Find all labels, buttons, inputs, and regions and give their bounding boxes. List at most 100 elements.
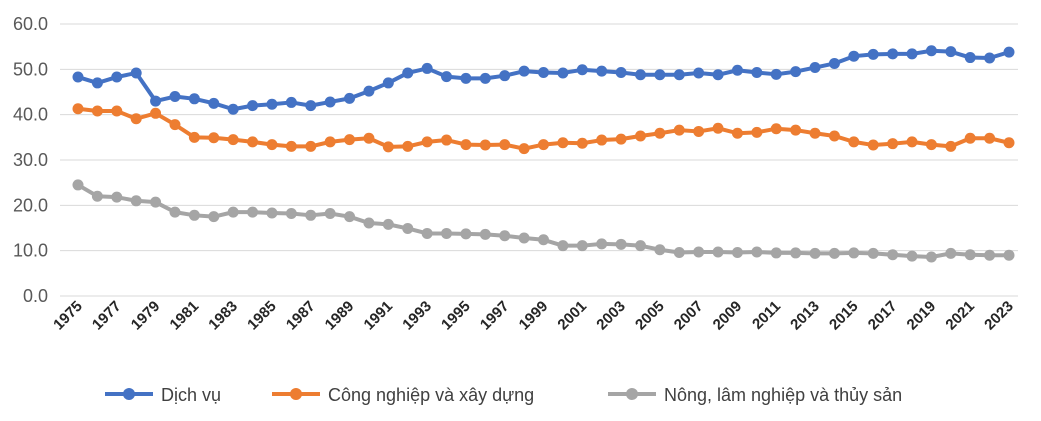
- data-point: [1003, 249, 1015, 261]
- data-point: [596, 134, 608, 146]
- data-point: [867, 247, 879, 259]
- data-point: [654, 244, 666, 256]
- data-point: [130, 195, 142, 207]
- data-point: [169, 206, 181, 218]
- data-point: [887, 138, 899, 150]
- data-point: [790, 124, 802, 136]
- x-tick-label: 1995: [438, 298, 474, 334]
- x-tick-label: 1999: [516, 298, 552, 334]
- data-point: [615, 133, 627, 145]
- data-point: [984, 52, 996, 64]
- x-tick-label: 1987: [283, 298, 319, 334]
- data-point: [285, 207, 297, 219]
- data-point: [130, 67, 142, 79]
- data-point: [867, 139, 879, 151]
- data-point: [1003, 137, 1015, 149]
- data-point: [887, 249, 899, 261]
- data-point: [925, 139, 937, 151]
- x-tick-label: 2003: [593, 298, 629, 334]
- x-tick-label: 2023: [981, 298, 1017, 334]
- data-point: [247, 206, 259, 218]
- data-point: [964, 249, 976, 261]
- data-point: [247, 100, 259, 112]
- data-point: [984, 249, 996, 261]
- data-point: [518, 65, 530, 77]
- data-point: [402, 140, 414, 152]
- data-point: [634, 240, 646, 252]
- x-tick-label: 1975: [50, 298, 86, 334]
- data-point: [925, 45, 937, 57]
- data-point: [266, 207, 278, 219]
- data-point: [363, 132, 375, 144]
- data-point: [615, 238, 627, 250]
- data-point: [460, 139, 472, 151]
- legend-item: Công nghiệp và xây dựng: [272, 385, 534, 405]
- data-point: [305, 209, 317, 221]
- x-tick-label: 2007: [671, 298, 707, 334]
- data-point: [382, 77, 394, 89]
- data-point: [518, 143, 530, 155]
- data-point: [344, 211, 356, 223]
- y-tick-label: 0.0: [23, 286, 48, 306]
- data-point: [596, 65, 608, 77]
- data-point: [479, 72, 491, 84]
- data-point: [906, 136, 918, 148]
- data-point: [441, 227, 453, 239]
- x-tick-label: 1997: [477, 298, 513, 334]
- data-point: [518, 232, 530, 244]
- y-tick-label: 50.0: [13, 59, 48, 79]
- data-point: [266, 139, 278, 151]
- data-point: [324, 207, 336, 219]
- data-point: [91, 190, 103, 202]
- data-point: [169, 119, 181, 131]
- series-line: [76, 182, 1011, 260]
- data-point: [72, 179, 84, 191]
- data-point: [634, 130, 646, 142]
- data-point: [150, 107, 162, 119]
- data-point: [751, 126, 763, 138]
- data-point: [285, 96, 297, 108]
- data-point: [712, 122, 724, 134]
- data-point: [576, 137, 588, 149]
- x-tick-label: 2015: [826, 298, 862, 334]
- x-tick-label: 1993: [399, 298, 435, 334]
- data-point: [363, 85, 375, 97]
- data-point: [945, 140, 957, 152]
- data-point: [208, 97, 220, 109]
- data-point: [402, 67, 414, 79]
- y-tick-label: 60.0: [13, 14, 48, 34]
- data-point: [382, 218, 394, 230]
- series-1: [72, 45, 1015, 115]
- data-point: [150, 95, 162, 107]
- data-point: [673, 124, 685, 136]
- data-point: [828, 247, 840, 259]
- data-point: [91, 105, 103, 117]
- data-point: [344, 92, 356, 104]
- data-point: [770, 123, 782, 135]
- data-point: [227, 134, 239, 146]
- data-point: [130, 113, 142, 125]
- data-point: [848, 136, 860, 148]
- x-axis-tick-labels: 1975 1977 1979 1981 1983 1985 1987 1989 1991 1993…: [50, 298, 1017, 334]
- data-point: [499, 230, 511, 242]
- legend-label: Nông, lâm nghiệp và thủy sản: [664, 385, 902, 405]
- data-point: [402, 222, 414, 234]
- data-point: [72, 103, 84, 115]
- data-point: [227, 206, 239, 218]
- data-point: [809, 62, 821, 74]
- data-point: [673, 69, 685, 81]
- x-tick-label: 2009: [710, 298, 746, 334]
- data-point: [964, 52, 976, 64]
- data-point: [693, 246, 705, 258]
- x-tick-label: 1979: [128, 298, 164, 334]
- data-point: [925, 251, 937, 263]
- data-point: [731, 246, 743, 258]
- data-point: [887, 48, 899, 60]
- data-point: [188, 209, 200, 221]
- data-point: [906, 250, 918, 262]
- x-tick-label: 1983: [205, 298, 241, 334]
- data-point: [557, 67, 569, 79]
- data-point: [867, 48, 879, 60]
- data-point: [751, 67, 763, 79]
